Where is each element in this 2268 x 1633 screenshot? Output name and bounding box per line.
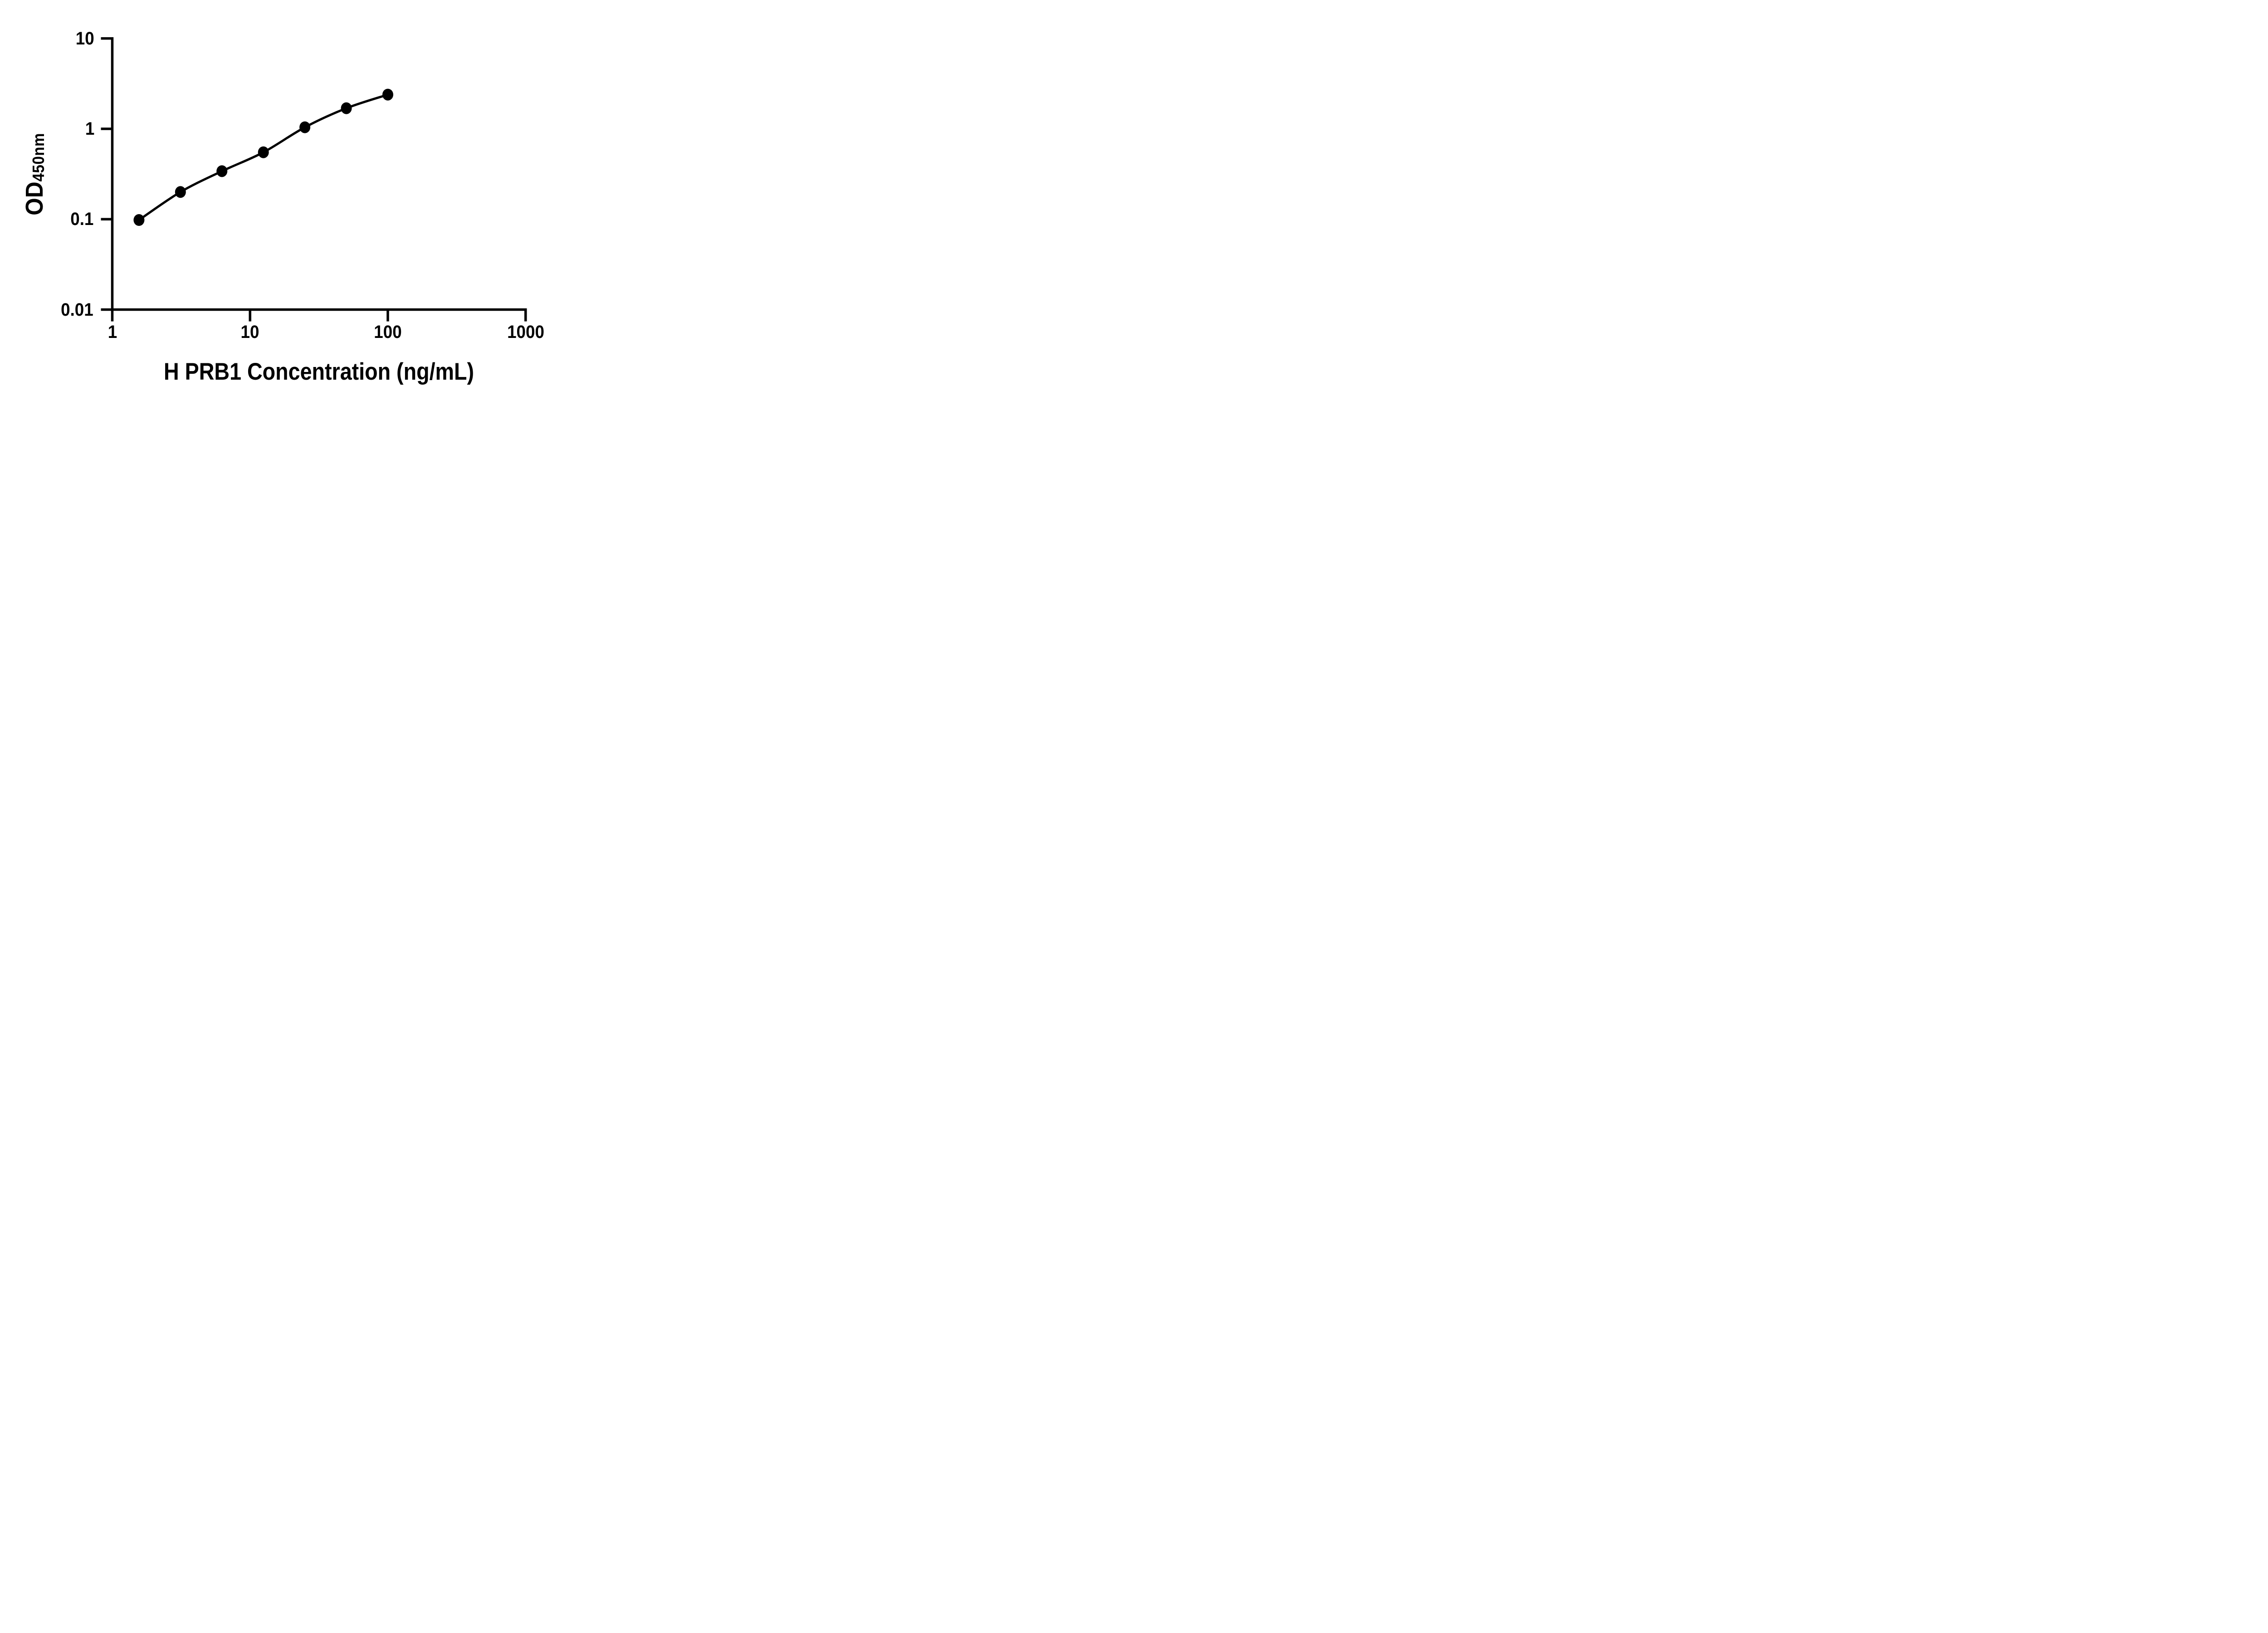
y-axis-label-main: OD [21,181,48,215]
elisa-standard-curve-figure: 10 1 0.1 0.01 1 10 100 1000 OD450nm H PRB1 Con… [0,0,583,408]
x-tick-label-1000: 1000 [507,322,544,342]
y-tick-label-1: 1 [85,119,95,139]
x-axis-title: H PRB1 Concentration (ng/mL) [163,358,474,385]
chart-canvas [101,37,527,322]
y-tick-label-10: 10 [75,28,94,49]
data-point-1 [175,186,186,198]
data-point-3 [258,146,269,158]
y-tick-label-0.1: 0.1 [70,209,94,230]
y-axis-label: OD450nm [21,133,48,215]
data-point-0 [133,214,145,226]
y-axis-label-subscript: 450nm [29,133,48,182]
data-point-2 [216,165,228,177]
x-tick-label-10: 10 [240,322,259,342]
x-tick-label-1: 1 [108,322,117,342]
data-point-5 [341,102,352,114]
data-point-6 [382,88,393,101]
data-point-4 [299,121,311,133]
x-tick-label-100: 100 [374,322,402,342]
y-tick-label-0.01: 0.01 [61,299,93,320]
